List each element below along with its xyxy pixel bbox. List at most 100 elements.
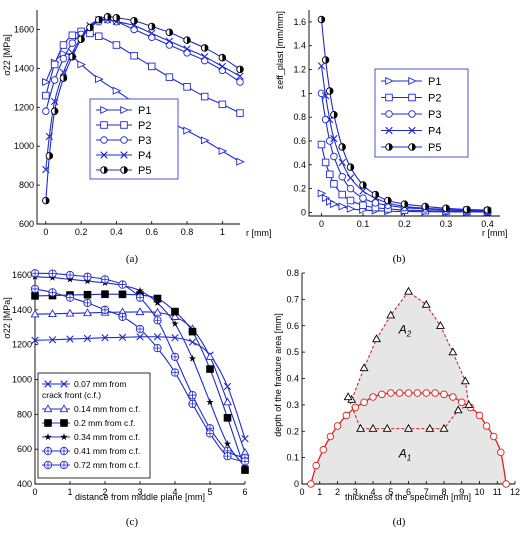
x-tick-label: 3: [137, 487, 142, 497]
data-point: [346, 174, 355, 182]
data-point: [330, 152, 338, 161]
data-point: [100, 305, 110, 314]
y-tick-label: 0.7: [286, 294, 299, 304]
data-point: [130, 51, 138, 60]
x-tick-label: 6: [406, 487, 411, 497]
legend-marker: [385, 93, 393, 102]
data-point-fill: [325, 56, 329, 64]
data-point: [42, 107, 50, 115]
legend-marker: [408, 110, 416, 118]
data-point: [183, 36, 191, 44]
y-tick-label: 400: [17, 479, 32, 489]
legend-marker-cross: [44, 447, 52, 455]
data-point: [502, 480, 510, 488]
data-point: [378, 390, 386, 399]
data-point: [86, 23, 94, 32]
data-point: [153, 316, 162, 325]
data-point: [439, 423, 449, 432]
caption: (d): [393, 516, 406, 528]
data-point: [48, 269, 57, 278]
data-point: [48, 336, 57, 344]
data-point-cross: [84, 299, 91, 307]
y-tick-label: 0.3: [286, 400, 299, 410]
legend-marker: [100, 166, 108, 174]
data-point-fill: [63, 74, 67, 82]
data-point: [482, 422, 491, 430]
y-tick-label: 1: [301, 88, 306, 98]
data-point: [321, 115, 330, 124]
data-point: [223, 440, 232, 448]
y-axis-label: εeff_plast [mm/mm]: [275, 11, 285, 89]
data-point: [223, 451, 232, 461]
chart-b: 0 0.1 0.2 0.3 0.4 0 0.2 0.4 0.6 0.8 1 1.2 1.4 1.6 r [m…: [275, 10, 508, 265]
data-point: [50, 76, 59, 84]
data-point: [68, 39, 77, 47]
data-point: [326, 137, 334, 145]
legend-label: P3: [138, 135, 151, 147]
data-point-cross: [66, 271, 74, 279]
area-a1: [310, 393, 507, 484]
data-point-fill: [387, 197, 392, 204]
data-point: [497, 448, 505, 457]
data-point: [317, 62, 326, 70]
y-tick-label: 1.6: [293, 17, 306, 27]
data-point: [312, 461, 320, 470]
data-point: [136, 286, 144, 294]
legend-label: P1: [138, 105, 151, 117]
data-point: [95, 75, 104, 84]
data-point: [356, 423, 366, 432]
x-tick-label: 10: [474, 487, 484, 497]
chart-d: 0 1 2 3 4 5 6 7 8 9 10 11 1200.10.20.30.40.50.60.70.…: [273, 268, 520, 528]
data-point-cross: [206, 430, 214, 437]
data-point-cross: [66, 294, 74, 301]
data-point-fill: [45, 197, 50, 204]
data-point: [165, 28, 174, 37]
data-point: [188, 327, 197, 336]
x-tick-label: 3: [353, 487, 358, 497]
legend-label: 0.72 mm from c.f.: [74, 460, 140, 470]
data-point: [435, 321, 445, 329]
data-point: [42, 77, 51, 86]
data-point: [112, 86, 122, 95]
legend-box: [37, 372, 151, 479]
x-tick-label: 9: [459, 487, 464, 497]
x-tick-label: 12: [510, 487, 520, 497]
data-point: [68, 31, 77, 40]
data-point: [118, 290, 127, 299]
x-tick-label: 4: [370, 487, 375, 497]
data-point: [171, 307, 179, 316]
data-point: [236, 109, 244, 117]
data-point: [30, 284, 40, 294]
y-tick-label: 1600: [14, 24, 34, 34]
y-tick-label: 1400: [14, 63, 34, 73]
legend-label: P5: [428, 142, 441, 154]
data-point: [153, 307, 162, 316]
caption: (b): [393, 253, 406, 265]
legend-marker: [59, 446, 69, 456]
legend-label: P1: [428, 76, 441, 88]
data-point: [387, 389, 395, 397]
data-point-fill: [116, 14, 120, 22]
data-point-cross: [31, 285, 39, 293]
data-point: [317, 15, 326, 24]
legend-marker: [43, 404, 53, 413]
data-point: [404, 389, 413, 397]
data-point: [101, 290, 109, 298]
y-tick-label: 800: [17, 409, 32, 419]
data-point: [369, 393, 377, 401]
x-tick-label: 2: [102, 487, 107, 497]
y-tick-label: 0.2: [286, 426, 299, 436]
data-point: [59, 41, 68, 49]
data-point: [236, 157, 245, 166]
x-tick-label: 0.8: [181, 227, 194, 237]
data-point: [359, 363, 369, 372]
legend-marker: [44, 419, 52, 427]
data-point: [218, 147, 228, 156]
data-point: [448, 347, 458, 356]
data-point: [31, 336, 39, 345]
legend-label: 0.14 mm from c.f.: [74, 404, 140, 414]
data-point: [188, 354, 197, 362]
data-point: [200, 92, 209, 101]
legend-label: P4: [428, 126, 441, 138]
data-point: [317, 140, 326, 149]
